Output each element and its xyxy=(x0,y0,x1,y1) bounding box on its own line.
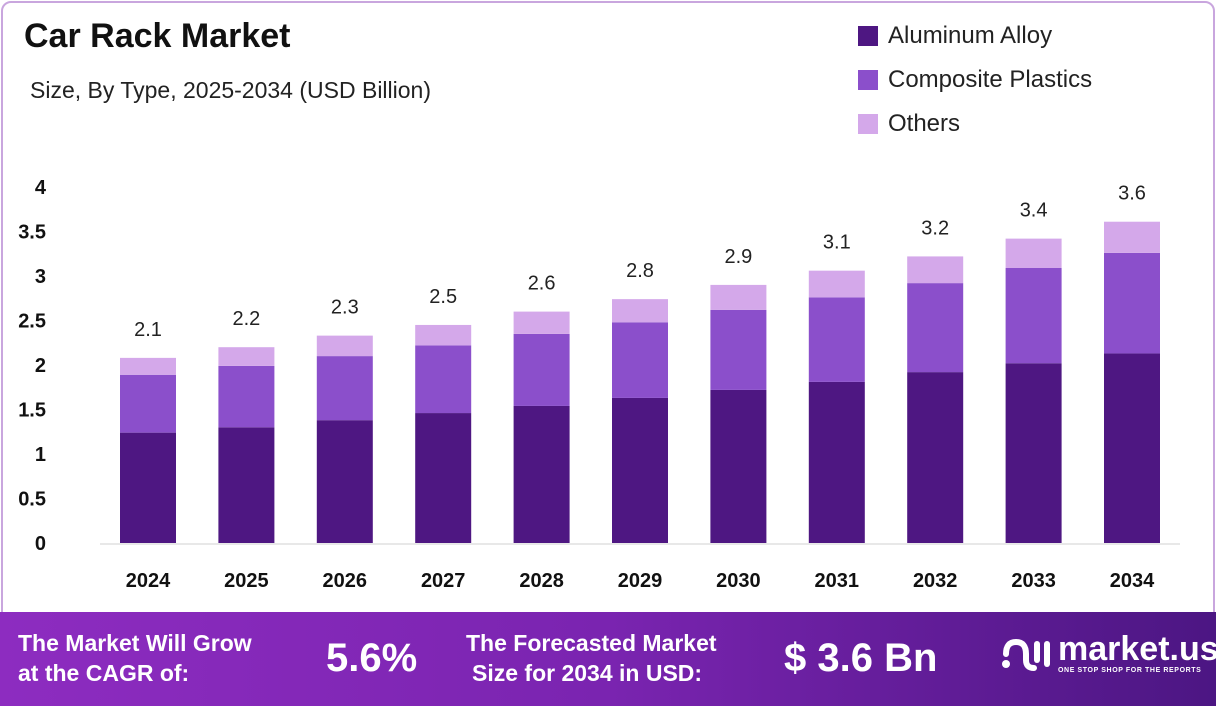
legend-label: Aluminum Alloy xyxy=(888,22,1053,49)
total-label: 3.6 xyxy=(1118,183,1146,205)
x-tick-label: 2033 xyxy=(1011,570,1056,592)
chart-title: Car Rack Market xyxy=(24,17,291,55)
bar-segment-composite-plastics xyxy=(612,322,668,398)
bar-segment-others xyxy=(1005,238,1062,268)
total-label: 2.6 xyxy=(528,273,556,295)
legend-swatch xyxy=(858,114,878,134)
bar-segment-aluminum-alloy xyxy=(120,432,176,543)
forecast-label-line2: Size for 2034 in USD: xyxy=(472,660,703,686)
marketus-logo: market.us ONE STOP SHOP FOR THE REPORTS xyxy=(1000,632,1216,676)
y-tick-label: 0 xyxy=(35,533,46,555)
y-tick-label: 4 xyxy=(35,177,47,199)
legend-item-composite: Composite Plastics xyxy=(858,58,1092,102)
cagr-label-line2: at the CAGR of: xyxy=(18,660,190,686)
bar-segment-others xyxy=(316,335,373,357)
bar-segment-others xyxy=(120,357,176,375)
x-tick-label: 2029 xyxy=(618,570,663,592)
y-tick-label: 1 xyxy=(35,444,46,466)
legend-item-aluminum: Aluminum Alloy xyxy=(858,14,1092,58)
bar-segment-aluminum-alloy xyxy=(710,389,767,543)
cagr-value: 5.6% xyxy=(326,636,418,680)
total-label: 2.8 xyxy=(626,260,654,282)
bar-segment-composite-plastics xyxy=(710,309,767,390)
total-label: 2.9 xyxy=(724,246,752,268)
legend-swatch xyxy=(858,26,878,46)
bar-segment-aluminum-alloy xyxy=(907,372,964,543)
bar-segment-others xyxy=(808,270,865,298)
bar-segment-aluminum-alloy xyxy=(415,413,472,543)
x-tick-label: 2024 xyxy=(126,570,171,592)
bar-segment-others xyxy=(415,324,472,346)
bar-segment-others xyxy=(1104,221,1160,253)
legend-item-others: Others xyxy=(858,102,1092,146)
bar-segment-composite-plastics xyxy=(218,365,275,428)
total-label: 3.2 xyxy=(921,217,949,239)
y-tick-label: 2.5 xyxy=(18,311,46,333)
x-tick-label: 2032 xyxy=(913,570,958,592)
y-tick-label: 1.5 xyxy=(18,400,46,422)
total-label: 3.4 xyxy=(1020,200,1048,222)
total-label: 2.5 xyxy=(429,286,457,308)
bar-segment-composite-plastics xyxy=(907,283,964,373)
x-tick-label: 2025 xyxy=(224,570,269,592)
logo-icon xyxy=(1002,638,1050,671)
legend-label: Others xyxy=(888,110,961,137)
bar-segment-composite-plastics xyxy=(808,297,865,382)
logo-tagline: ONE STOP SHOP FOR THE REPORTS xyxy=(1058,667,1202,674)
total-label: 2.1 xyxy=(134,319,162,341)
bar-segment-aluminum-alloy xyxy=(808,381,865,543)
bar-segment-composite-plastics xyxy=(415,345,472,414)
forecast-value: $ 3.6 Bn xyxy=(784,636,938,680)
y-tick-label: 0.5 xyxy=(18,489,46,511)
bar-segment-composite-plastics xyxy=(513,333,570,406)
bar-segment-composite-plastics xyxy=(1104,252,1160,354)
bar-segment-composite-plastics xyxy=(316,356,373,421)
x-tick-label: 2027 xyxy=(421,570,466,592)
bar-segment-others xyxy=(907,256,964,284)
cagr-label-line1: The Market Will Grow xyxy=(18,630,252,656)
bar-segment-aluminum-alloy xyxy=(1005,363,1062,543)
bar-segment-others xyxy=(218,347,275,366)
bar-segment-others xyxy=(612,299,668,323)
x-tick-label: 2030 xyxy=(716,570,761,592)
bar-segment-aluminum-alloy xyxy=(513,405,570,543)
x-tick-label: 2026 xyxy=(323,570,368,592)
bar-segment-aluminum-alloy xyxy=(218,427,275,543)
forecast-label-line1: The Forecasted Market xyxy=(466,630,717,656)
x-tick-label: 2028 xyxy=(519,570,564,592)
bar-segment-aluminum-alloy xyxy=(1104,353,1160,543)
bar-segment-others xyxy=(513,311,570,334)
chart-subtitle: Size, By Type, 2025-2034 (USD Billion) xyxy=(30,77,431,103)
y-tick-label: 3 xyxy=(35,266,46,288)
bar-segment-aluminum-alloy xyxy=(612,397,668,543)
total-label: 3.1 xyxy=(823,232,851,254)
y-tick-label: 3.5 xyxy=(18,222,46,244)
cagr-label: The Market Will Grow at the CAGR of: xyxy=(18,628,252,688)
x-tick-label: 2031 xyxy=(815,570,860,592)
total-label: 2.3 xyxy=(331,297,359,319)
bar-chart: 0 0.5 1 1.5 2 2.5 3 3.5 4 2.1 2024 2.2 2025 2.3 2026 2.… xyxy=(18,177,1180,592)
bar-segment-aluminum-alloy xyxy=(316,420,373,543)
legend-label: Composite Plastics xyxy=(888,66,1093,93)
bar-segment-composite-plastics xyxy=(120,374,176,433)
forecast-label: The Forecasted Market Size for 2034 in US… xyxy=(466,628,717,688)
y-tick-label: 2 xyxy=(35,355,46,377)
bar-segment-composite-plastics xyxy=(1005,267,1062,364)
legend: Aluminum Alloy Composite Plastics Others xyxy=(858,14,1092,146)
total-label: 2.2 xyxy=(232,308,260,330)
legend-swatch xyxy=(858,70,878,90)
footer-banner: The Market Will Grow at the CAGR of: 5.6%… xyxy=(0,612,1216,706)
bar-segment-others xyxy=(710,284,767,310)
logo-text: market.us xyxy=(1058,630,1216,668)
x-tick-label: 2034 xyxy=(1110,570,1155,592)
